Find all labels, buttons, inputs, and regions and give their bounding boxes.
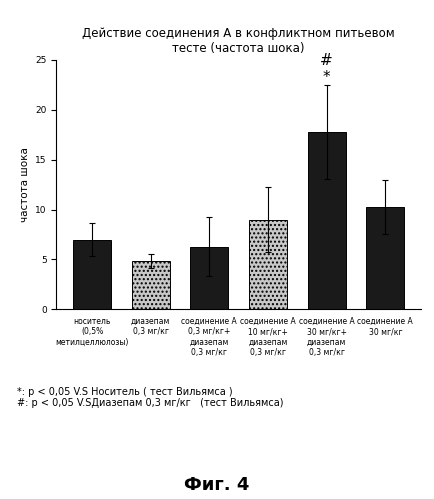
Bar [132,261,170,309]
Text: *: p < 0,05 V.S Носитель ( тест Вильямса )
#: p < 0,05 V.SДиазепам 0,3 мг/кг   (: *: p < 0,05 V.S Носитель ( тест Вильямса… [17,387,284,408]
Text: #: # [320,53,333,68]
Y-axis label: частота шока: частота шока [20,147,30,222]
Text: Фиг. 4: Фиг. 4 [184,476,250,494]
Bar [249,220,287,309]
Title: Действие соединения А в конфликтном питьевом
тесте (частота шока): Действие соединения А в конфликтном пить… [82,26,395,54]
Bar [366,207,404,309]
Bar [73,240,111,309]
Bar [308,132,346,309]
Text: *: * [323,70,331,85]
Bar [190,247,228,309]
